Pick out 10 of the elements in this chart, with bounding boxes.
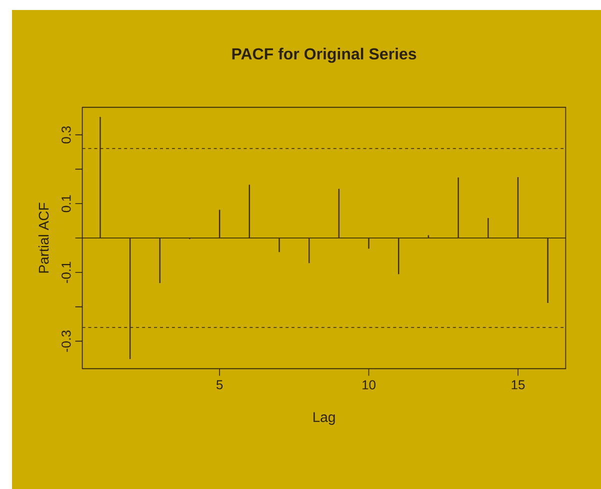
y-tick-label: 0.1 (62, 195, 71, 212)
chart-title: PACF for Original Series (232, 48, 416, 63)
y-tick-label: -0.3 (62, 330, 71, 352)
y-tick-label: -0.1 (62, 262, 71, 284)
y-axis-title: Partial ACF (38, 202, 49, 273)
x-tick-label: 15 (512, 380, 525, 390)
x-tick-label: 10 (362, 380, 376, 390)
y-tick-label: 0.3 (62, 126, 71, 144)
x-tick-label: 5 (216, 380, 223, 390)
x-axis-title: Lag (313, 412, 335, 425)
